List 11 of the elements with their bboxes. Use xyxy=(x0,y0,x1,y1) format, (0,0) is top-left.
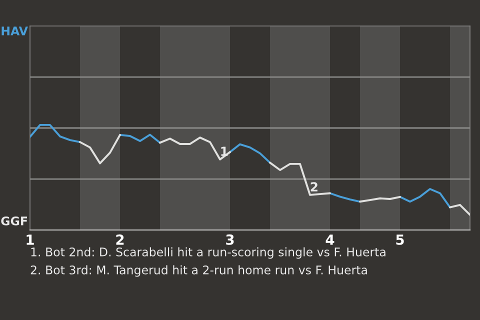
text: HAV xyxy=(2,26,28,36)
text: 1. Bot 2nd: D. Scarabelli hit a run-scoring single vs F. Huerta xyxy=(31,247,386,259)
x-tick-label: 3 xyxy=(226,234,234,245)
text: 2. Bot 3rd: M. Tangerud hit a 2-run home run vs F. Huerta xyxy=(30,265,367,277)
x-tick-label: 4 xyxy=(326,234,334,245)
text: GGF xyxy=(1,216,28,226)
annotation: 2 xyxy=(310,182,318,192)
annotation: 1 xyxy=(221,146,228,156)
x-tick-label: 2 xyxy=(116,234,124,245)
x-tick-label: 5 xyxy=(396,234,404,245)
x-tick-label: 1 xyxy=(26,234,34,245)
